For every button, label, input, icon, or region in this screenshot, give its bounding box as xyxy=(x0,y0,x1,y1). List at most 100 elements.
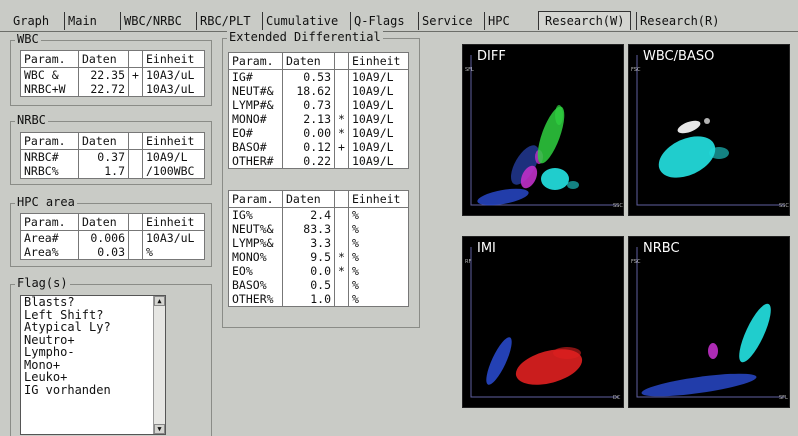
nrbc-cluster-cyan xyxy=(739,303,771,363)
col-flag xyxy=(334,190,349,208)
col-daten: Daten xyxy=(78,213,129,231)
unit-cell: 10A3/uL xyxy=(142,82,205,97)
table-row: WBC & 22.35 + 10A3/uL xyxy=(20,67,205,82)
tab-main[interactable]: Main xyxy=(64,12,100,30)
scroll-up-icon[interactable]: ▲ xyxy=(154,296,165,306)
diff-y-axis-label: SFL xyxy=(465,67,474,73)
unit-cell: 10A9/L xyxy=(142,149,205,164)
param-cell: Area% xyxy=(20,245,79,260)
flag-cell xyxy=(334,84,349,98)
tab-rbc-plt[interactable]: RBC/PLT xyxy=(196,12,254,30)
unit-cell: % xyxy=(348,292,409,307)
param-cell: EO# xyxy=(228,126,283,140)
tab-cumulative[interactable]: Cumulative xyxy=(262,12,341,30)
nrbc-plot-title: NRBC xyxy=(643,241,680,256)
diff-scatter-svg xyxy=(470,55,619,206)
flag-cell xyxy=(334,236,349,250)
diff-cluster-blue xyxy=(477,145,539,206)
tab-hpc[interactable]: HPC xyxy=(484,12,513,30)
flag-cell xyxy=(334,222,349,236)
param-cell: WBC & xyxy=(20,67,79,82)
unit-cell: 10A9/L xyxy=(348,98,409,112)
value-cell: 2.4 xyxy=(282,207,335,222)
nrbc-cluster-magenta xyxy=(708,343,718,359)
param-cell: IG% xyxy=(228,207,283,222)
flag-cell xyxy=(334,69,349,84)
table-row: LYMP#& 0.73 10A9/L xyxy=(228,98,409,112)
tab-research-w[interactable]: Research(W) xyxy=(538,11,632,30)
flags-group: Flag(s) xyxy=(10,276,212,436)
table-row: LYMP%& 3.3 % xyxy=(228,236,409,250)
value-cell: 22.72 xyxy=(78,82,129,97)
col-daten: Daten xyxy=(282,52,335,70)
value-cell: 0.53 xyxy=(282,69,335,84)
flag-cell xyxy=(128,230,143,245)
flag-cell xyxy=(334,207,349,222)
param-cell: OTHER# xyxy=(228,154,283,169)
param-cell: NRBC% xyxy=(20,164,79,179)
unit-cell: /100WBC xyxy=(142,164,205,179)
table-row: IG% 2.4 % xyxy=(228,207,409,222)
nrbc-group-title: NRBC xyxy=(15,113,48,127)
tab-bar-baseline xyxy=(0,31,798,32)
unit-cell: 10A3/uL xyxy=(142,67,205,82)
unit-cell: 10A9/L xyxy=(348,126,409,140)
col-flag xyxy=(128,50,143,68)
table-row: OTHER% 1.0 % xyxy=(228,292,409,307)
flags-list[interactable]: Blasts? Left Shift? Atypical Ly? Neutro+… xyxy=(20,295,166,435)
value-cell: 0.37 xyxy=(78,149,129,164)
unit-cell: % xyxy=(348,236,409,250)
flags-scrollbar[interactable]: ▲ ▼ xyxy=(153,296,165,434)
tab-q-flags[interactable]: Q-Flags xyxy=(350,12,408,30)
value-cell: 0.5 xyxy=(282,278,335,292)
value-cell: 0.0 xyxy=(282,264,335,278)
table-row: NRBC% 1.7 /100WBC xyxy=(20,164,205,179)
table-row: Area% 0.03 % xyxy=(20,245,205,260)
table-row: NRBC# 0.37 10A9/L xyxy=(20,149,205,164)
col-param: Param. xyxy=(20,213,79,231)
value-cell: 1.0 xyxy=(282,292,335,307)
value-cell: 0.73 xyxy=(282,98,335,112)
wbc-group: WBC xyxy=(10,32,212,106)
wbc-baso-axes xyxy=(636,55,785,206)
tab-graph[interactable]: Graph xyxy=(13,14,50,28)
tab-research-r[interactable]: Research(R) xyxy=(636,12,722,30)
flag-cell: + xyxy=(334,140,349,154)
table-row: OTHER# 0.22 10A9/L xyxy=(228,154,409,169)
imi-axes xyxy=(470,247,619,398)
param-cell: MONO# xyxy=(228,112,283,126)
flag-cell: * xyxy=(334,112,349,126)
tab-service[interactable]: Service xyxy=(418,12,476,30)
unit-cell: 10A9/L xyxy=(348,69,409,84)
list-item: Leuko+ xyxy=(24,370,68,384)
col-flag xyxy=(128,132,143,150)
imi-scattergram: IMI DC RF xyxy=(462,236,624,408)
table-row: MONO% 9.5 * % xyxy=(228,250,409,264)
flag-cell xyxy=(334,278,349,292)
table-row: MONO# 2.13 * 10A9/L xyxy=(228,112,409,126)
unit-cell: % xyxy=(142,245,205,260)
wbc-baso-x-axis-label: SSC xyxy=(779,203,789,209)
value-cell: 22.35 xyxy=(78,67,129,82)
scroll-down-icon[interactable]: ▼ xyxy=(154,424,165,434)
nrbc-y-axis-label: FSC xyxy=(631,259,641,265)
imi-y-axis-label: RF xyxy=(465,259,472,265)
value-cell: 3.3 xyxy=(282,236,335,250)
extended-differential-group: Extended Differential xyxy=(222,30,420,328)
imi-cluster-blue xyxy=(486,337,512,385)
param-cell: EO% xyxy=(228,264,283,278)
nrbc-group: NRBC xyxy=(10,113,212,185)
flag-cell xyxy=(128,245,143,260)
unit-cell: 10A9/L xyxy=(348,140,409,154)
param-cell: Area# xyxy=(20,230,79,245)
param-cell: OTHER% xyxy=(228,292,283,307)
wbc-baso-scatter-svg xyxy=(636,55,785,206)
flag-cell xyxy=(334,154,349,169)
nrbc-scattergram: NRBC SFL FSC xyxy=(628,236,790,408)
flag-cell xyxy=(128,164,143,179)
tab-wbc-nrbc[interactable]: WBC/NRBC xyxy=(120,12,185,30)
list-item: Left Shift? xyxy=(24,307,104,322)
param-cell: BASO# xyxy=(228,140,283,154)
diff-plot-title: DIFF xyxy=(477,49,506,64)
